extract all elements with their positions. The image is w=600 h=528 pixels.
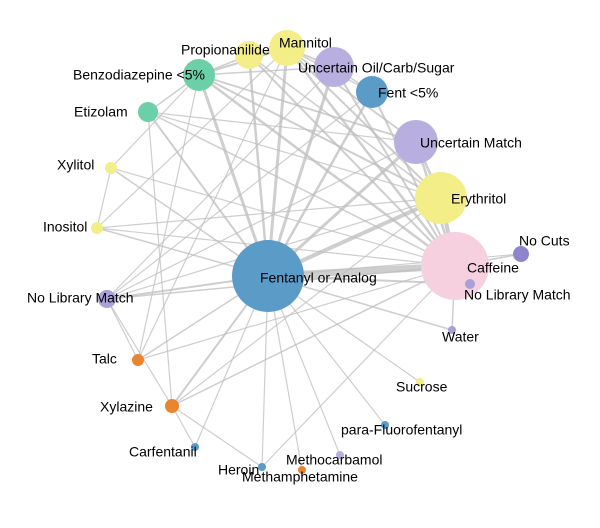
nodes-layer bbox=[91, 30, 529, 474]
edge-inositol-xylitol bbox=[97, 168, 111, 228]
node-label-no_cuts: No Cuts bbox=[519, 233, 570, 249]
node-label-methamphetamine: Methamphetamine bbox=[242, 469, 358, 485]
node-label-fent_lt5: Fent <5% bbox=[378, 85, 438, 101]
node-label-carfentanil: Carfentanil bbox=[129, 444, 197, 460]
node-label-xylazine: Xylazine bbox=[100, 399, 153, 415]
node-label-no_library_match_right: No Library Match bbox=[464, 287, 571, 303]
node-xylazine bbox=[165, 399, 179, 413]
edge-benzo_lt5-xylitol bbox=[111, 75, 199, 168]
node-label-caffeine: Caffeine bbox=[467, 260, 519, 276]
node-inositol bbox=[91, 222, 103, 234]
node-label-talc: Talc bbox=[92, 351, 117, 367]
edge-caffeine-benzo_lt5 bbox=[199, 75, 455, 266]
node-xylitol bbox=[105, 162, 117, 174]
node-label-water: Water bbox=[442, 329, 479, 345]
node-label-para_fluoro: para-Fluorofentanyl bbox=[341, 422, 462, 438]
node-label-propionanilide: Propionanilide bbox=[181, 42, 270, 58]
drug-network-graph: Fentanyl or Analog Caffeine No Library Mat… bbox=[0, 0, 600, 528]
node-label-xylitol: Xylitol bbox=[57, 157, 94, 173]
node-label-fentanyl_or_analog: Fentanyl or Analog bbox=[260, 270, 377, 286]
edge-mannitol-talc bbox=[138, 48, 287, 360]
edge-xylazine-carfentanil bbox=[172, 406, 195, 447]
edge-etizolam-xylazine bbox=[148, 112, 172, 406]
node-label-mannitol: Mannitol bbox=[279, 35, 332, 51]
node-label-benzo_lt5: Benzodiazepine <5% bbox=[73, 67, 205, 83]
node-label-no_library_match_left: No Library Match bbox=[27, 290, 134, 306]
node-label-inositol: Inositol bbox=[43, 219, 87, 235]
node-label-uncertain_match: Uncertain Match bbox=[420, 135, 522, 151]
node-label-sucrose: Sucrose bbox=[396, 379, 448, 395]
node-label-erythritol: Erythritol bbox=[451, 191, 506, 207]
node-label-uncertain_oil: Uncertain Oil/Carb/Sugar bbox=[298, 60, 455, 76]
node-label-methocarbamol: Methocarbamol bbox=[286, 452, 383, 468]
node-etizolam bbox=[138, 102, 158, 122]
edge-erythritol-xylazine bbox=[172, 198, 441, 406]
node-label-etizolam: Etizolam bbox=[74, 104, 128, 120]
node-talc bbox=[132, 354, 144, 366]
